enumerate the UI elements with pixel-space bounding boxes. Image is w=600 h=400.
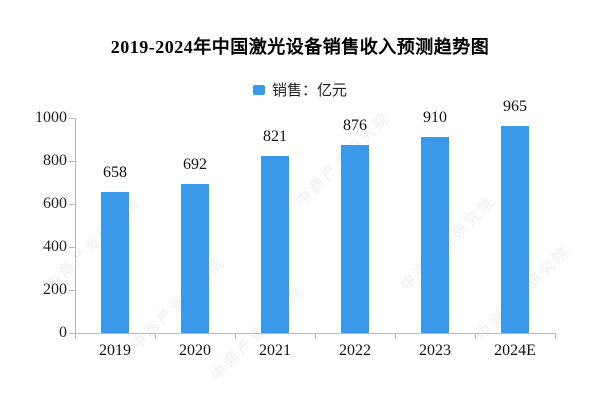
value-label-2022: 876 xyxy=(343,116,367,134)
legend-label: 销售：亿元 xyxy=(271,83,347,99)
y-axis-label-600: 600 xyxy=(43,195,67,212)
y-tick-0 xyxy=(69,333,75,334)
x-axis-line xyxy=(75,333,556,334)
bar-2020 xyxy=(181,184,209,333)
x-axis-label-2021: 2021 xyxy=(259,342,291,359)
legend-swatch-icon xyxy=(252,84,265,95)
y-tick-1000 xyxy=(69,118,75,119)
x-tick-4 xyxy=(395,334,396,339)
x-tick-0 xyxy=(75,334,76,339)
x-tick-3 xyxy=(315,334,316,339)
x-axis-label-2020: 2020 xyxy=(179,342,211,359)
y-axis-label-400: 400 xyxy=(43,238,67,255)
y-axis-label-800: 800 xyxy=(43,152,67,169)
x-tick-5 xyxy=(475,334,476,339)
value-label-2021: 821 xyxy=(263,128,287,146)
y-axis-label-0: 0 xyxy=(59,324,67,341)
y-tick-400 xyxy=(69,247,75,248)
value-label-2023: 910 xyxy=(423,109,447,127)
x-axis-label-2019: 2019 xyxy=(99,342,131,359)
x-tick-2 xyxy=(235,334,236,339)
bar-2024E xyxy=(501,125,529,333)
value-label-2019: 658 xyxy=(103,163,127,181)
value-label-2024E: 965 xyxy=(503,97,527,115)
bar-2019 xyxy=(101,191,129,333)
chart-title: 2019-2024年中国激光设备销售收入预测趋势图 xyxy=(110,37,490,57)
y-axis-label-1000: 1000 xyxy=(35,109,67,126)
bar-2023 xyxy=(421,137,449,333)
value-label-2020: 692 xyxy=(183,156,207,174)
x-tick-1 xyxy=(155,334,156,339)
bar-2022 xyxy=(341,144,369,333)
y-axis-label-200: 200 xyxy=(43,281,67,298)
x-axis-label-2024E: 2024E xyxy=(494,342,536,359)
bar-2021 xyxy=(261,156,289,333)
x-axis-label-2023: 2023 xyxy=(419,342,451,359)
x-axis-label-2022: 2022 xyxy=(339,342,371,359)
legend: 销售：亿元 xyxy=(0,79,600,100)
y-tick-200 xyxy=(69,290,75,291)
legend-item-sales[interactable]: 销售：亿元 xyxy=(252,79,347,100)
y-tick-800 xyxy=(69,161,75,162)
watermark-text: 中商产业研究院 xyxy=(128,253,230,354)
y-tick-600 xyxy=(69,204,75,205)
x-tick-6 xyxy=(555,334,556,339)
y-axis-line xyxy=(75,118,76,334)
